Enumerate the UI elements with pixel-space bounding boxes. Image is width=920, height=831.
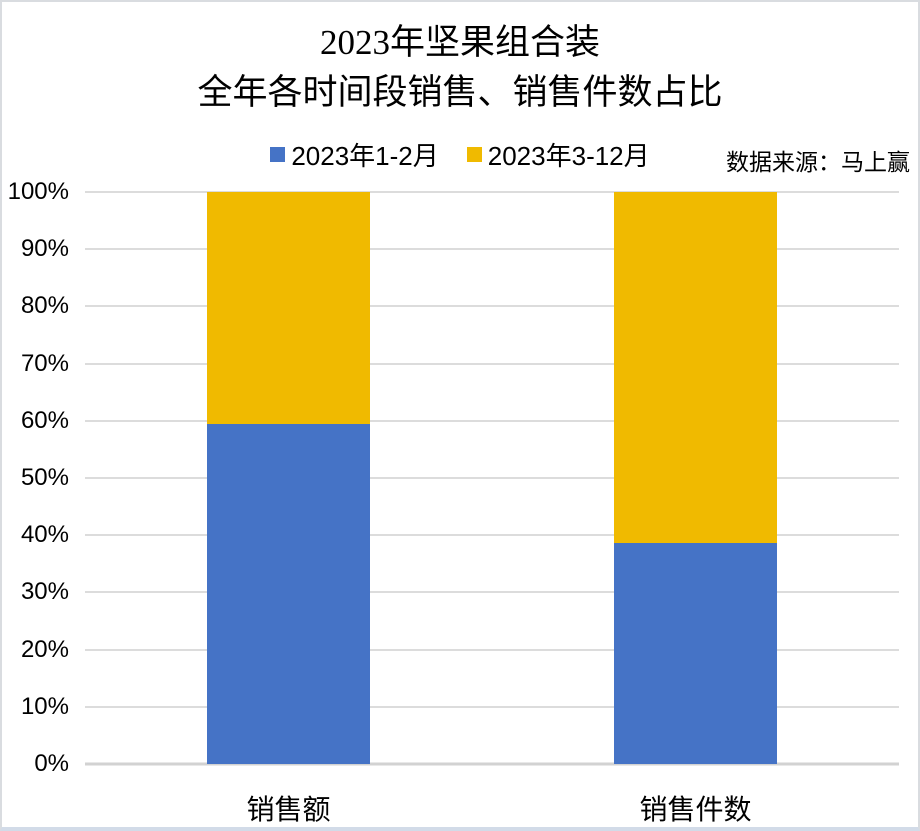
x-axis-line [85,762,899,766]
bar-segment-2023年1-2月 [614,543,777,764]
stacked-bar [207,192,370,764]
bar-segment-2023年3-12月 [614,192,777,544]
gridline [85,648,899,651]
y-tick-label: 60% [20,406,69,434]
chart-title: 2023年坚果组合装 全年各时间段销售、销售件数占比 [2,18,918,118]
gridline [85,419,899,422]
chart-title-line-1: 2023年坚果组合装 [319,23,600,62]
chart-title-line-2: 全年各时间段销售、销售件数占比 [197,73,723,112]
y-tick-label: 80% [20,292,69,320]
legend: 2023年1-2月 2023年3-12月 [2,136,918,172]
category-label: 销售额 [246,795,331,826]
y-tick-label: 0% [34,750,69,777]
gridline [85,362,899,365]
gridline [85,705,899,708]
y-tick-label: 50% [20,464,69,491]
legend-item: 2023年1-2月 [270,136,439,173]
legend-item: 2023年3-12月 [466,136,650,173]
plot-area: 0% 10% 20% 30% 40% 50% 60% 70% 80% 90% 100% 销售额 销售件数 [8,180,899,826]
legend-label: 2023年3-12月 [487,140,650,171]
gridline [85,534,899,537]
category-label: 销售件数 [639,795,752,826]
legend-label: 2023年1-2月 [291,140,439,171]
y-tick-label: 40% [20,521,69,549]
y-tick-label: 10% [20,692,69,720]
gridline [85,191,899,193]
gridline [85,305,899,308]
legend-swatch-icon [466,146,482,162]
y-tick-label: 20% [20,635,69,663]
gridline [85,248,899,251]
y-tick-label: 70% [20,349,69,377]
y-tick-label: 90% [20,235,69,263]
y-tick-label: 30% [20,578,69,606]
data-source-note: 数据来源：马上赢 [726,150,910,175]
stacked-bar [614,192,777,764]
y-tick-label: 100% [7,178,69,205]
bar-segment-2023年1-2月 [207,424,370,764]
gridline [85,591,899,594]
bar-segment-2023年3-12月 [207,192,370,425]
gridline [85,477,899,479]
legend-swatch-icon [270,146,286,162]
